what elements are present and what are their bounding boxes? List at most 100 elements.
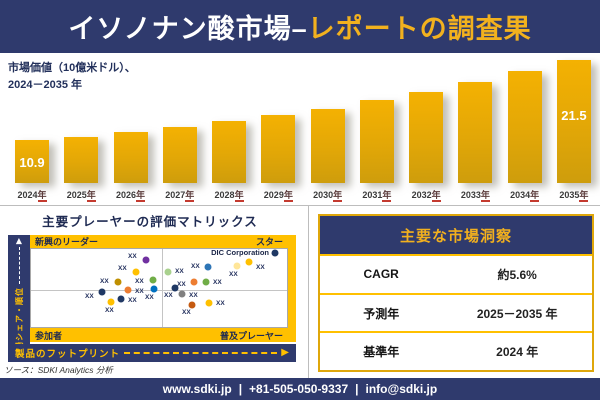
insights-panel: 主要な市場洞察 CAGR 約5.6% 予測年 2025－2035 年 基準年 2…	[318, 214, 594, 372]
point-label: XX	[189, 292, 198, 299]
scatter-dot	[107, 298, 115, 306]
point-label: XX	[191, 263, 200, 270]
chart-subtitle-line2: 2024－2035 年	[8, 78, 82, 91]
vertical-divider	[308, 206, 309, 378]
y-axis-strip: 市場シェア・順位 ▶	[8, 235, 30, 362]
scatter-dot	[178, 290, 186, 298]
year-label: 2028年	[214, 190, 244, 202]
bar-column: 21.5	[554, 59, 594, 183]
scatter-dot-named-company	[271, 249, 279, 257]
footer-separator: |	[355, 382, 359, 396]
point-label: XX	[182, 309, 191, 316]
scatter-dot	[171, 284, 179, 292]
scatter-dot	[204, 263, 212, 271]
scatter-dot	[164, 268, 172, 276]
footer-separator: |	[238, 382, 243, 396]
point-label: XX	[216, 300, 225, 307]
bar-2029年	[261, 114, 296, 183]
point-label: XX	[256, 264, 265, 271]
point-label: XX	[128, 297, 137, 304]
quadrant-bottom-bar: 参加者 普及プレーヤー	[30, 328, 288, 342]
right-arrow-icon: ▶	[281, 347, 289, 358]
cagr-value: 約5.6%	[497, 267, 537, 282]
horizontal-divider	[0, 205, 600, 206]
bars-row: 10.9 21.5	[12, 53, 594, 183]
quadrant-top-bar: 新興のリーダー スター	[30, 235, 288, 248]
forecast-year-label: 予測年	[363, 306, 400, 321]
point-label: XX	[175, 268, 184, 275]
insights-row-forecast: 予測年 2025－2035 年	[320, 292, 592, 332]
scatter-dot	[190, 278, 198, 286]
point-label: XX	[105, 307, 114, 314]
point-label: XX	[229, 271, 238, 278]
scatter-dot	[205, 299, 213, 307]
footer-bar: www.sdki.jp | +81-505-050-9337 | info@sd…	[0, 378, 600, 400]
chart-subtitle: 市場価値（10億米ドル）、 2024－2035 年	[8, 60, 136, 93]
label-emerging-leaders: 新興のリーダー	[35, 237, 99, 247]
bar-2032年	[409, 91, 444, 183]
bar-column	[505, 70, 545, 183]
point-label: XX	[164, 292, 173, 299]
point-label: XX	[177, 281, 186, 288]
page-title: イソノナン酸市場–レポートの調査果	[68, 7, 531, 46]
website-link[interactable]: www.sdki.jp	[162, 382, 232, 396]
year-label: 2035年	[559, 190, 589, 202]
company-label: DIC Corporation	[211, 248, 269, 257]
x-axis-label: 製品のフットプリント	[15, 349, 121, 360]
email-link[interactable]: info@sdki.jp	[365, 382, 438, 396]
insights-row-base: 基準年 2024 年	[320, 331, 592, 370]
year-label: 2032年	[411, 190, 441, 202]
chart-subtitle-line1: 市場価値（10億米ドル）、	[8, 62, 136, 74]
insights-title: 主要な市場洞察	[320, 216, 592, 256]
point-label: XX	[145, 294, 154, 301]
scatter-dot	[117, 295, 125, 303]
year-label: 2024年	[17, 190, 47, 202]
matrix-plot: XX XX XX XX XX XX XX XX DIC Corporation XX XX XX XX X…	[30, 248, 288, 328]
bar-column	[455, 81, 495, 183]
scatter-dot	[150, 285, 158, 293]
scatter-dot	[149, 276, 157, 284]
up-arrow-icon: ▶	[14, 238, 23, 245]
bar-2031年	[359, 100, 394, 183]
year-label: 2027年	[165, 190, 195, 202]
y-axis-dashed-line	[18, 247, 20, 284]
scatter-dot	[188, 301, 196, 309]
year-label: 2025年	[66, 190, 96, 202]
y-axis-inner: 市場シェア・順位 ▶	[8, 235, 30, 362]
years-row: 2024年 2025年 2026年 2027年 2028年 2029年 2030年 2031年…	[12, 188, 594, 202]
page-title-report: レポートの調査果	[307, 14, 532, 44]
base-year-label: 基準年	[363, 345, 400, 360]
point-label: XX	[118, 265, 127, 272]
year-label: 2030年	[313, 190, 343, 202]
scatter-dot	[142, 256, 150, 264]
forecast-year-value: 2025－2035 年	[476, 306, 558, 321]
phone-number: +81-505-050-9337	[249, 382, 349, 396]
bar-column	[258, 114, 298, 183]
scatter-dot	[233, 262, 241, 270]
base-year-value: 2024 年	[496, 345, 539, 360]
bar-column	[209, 120, 249, 183]
x-axis-dashed-line	[124, 352, 278, 354]
bar-2030年	[310, 108, 345, 183]
point-label: XX	[135, 288, 144, 295]
year-label: 2029年	[263, 190, 293, 202]
bar-column	[406, 91, 446, 183]
bar-2034年	[507, 70, 542, 183]
point-label: XX	[128, 253, 137, 260]
label-participants: 参加者	[35, 330, 63, 341]
cagr-label: CAGR	[363, 267, 399, 282]
player-evaluation-matrix: 主要プレーヤーの評価マトリックス 市場シェア・順位 ▶ 新興のリーダー スター …	[0, 206, 308, 378]
bar-2025年	[64, 136, 99, 183]
bar-2035年: 21.5	[556, 59, 591, 183]
point-label: XX	[135, 278, 144, 285]
bar-value-label: 10.9	[19, 155, 45, 171]
year-label: 2033年	[460, 190, 490, 202]
insights-row-cagr: CAGR 約5.6%	[320, 256, 592, 293]
bar-column	[160, 126, 200, 183]
bar-column	[308, 108, 348, 183]
scatter-dot	[98, 288, 106, 296]
point-label: XX	[213, 279, 222, 286]
bar-2033年	[458, 81, 493, 183]
bar-2028年	[212, 120, 247, 183]
